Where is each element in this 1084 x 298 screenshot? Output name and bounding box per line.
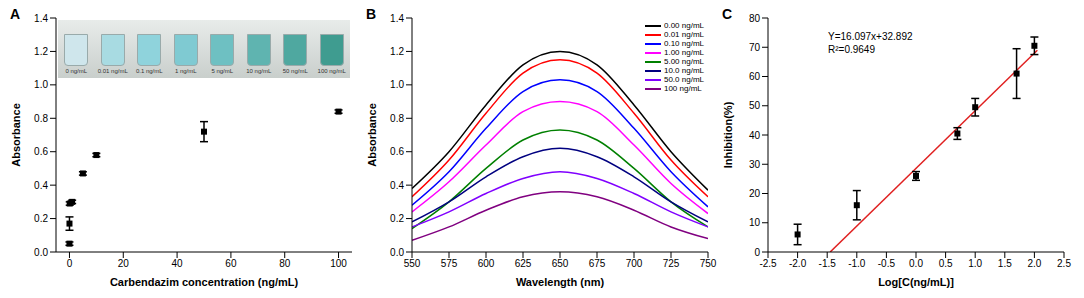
svg-text:750: 750 <box>700 258 717 269</box>
svg-text:-2.5: -2.5 <box>759 258 777 269</box>
svg-text:1.0: 1.0 <box>34 79 48 90</box>
svg-text:1.0: 1.0 <box>968 258 982 269</box>
svg-text:575: 575 <box>441 258 458 269</box>
svg-text:60: 60 <box>225 258 237 269</box>
svg-text:20: 20 <box>118 258 130 269</box>
svg-text:0.8: 0.8 <box>34 113 48 124</box>
svg-text:0: 0 <box>67 258 73 269</box>
html-text:0.01 ng/mL: 0.01 ng/mL <box>664 30 704 39</box>
html-text:R²=0.9649: R²=0.9649 <box>828 44 875 55</box>
html-text:0.01 ng/mL: 0.01 ng/mL <box>97 68 128 74</box>
svg-text:650: 650 <box>552 258 569 269</box>
html-text:0.1 ng/mL: 0.1 ng/mL <box>135 68 163 74</box>
svg-text:0.0: 0.0 <box>34 247 48 258</box>
svg-text:0.4: 0.4 <box>34 180 48 191</box>
svg-text:0.0: 0.0 <box>390 247 404 258</box>
html-text:100 ng/mL: 100 ng/mL <box>317 68 346 74</box>
svg-text:1.5: 1.5 <box>998 258 1012 269</box>
svg-text:0.6: 0.6 <box>390 146 404 157</box>
svg-text:100: 100 <box>330 258 347 269</box>
svg-text:80: 80 <box>279 258 291 269</box>
html-text:1.00 ng/mL: 1.00 ng/mL <box>664 48 704 57</box>
svg-text:725: 725 <box>663 258 680 269</box>
svg-text:0: 0 <box>754 247 760 258</box>
html-text:0.00 ng/mL: 0.00 ng/mL <box>664 21 704 30</box>
html-text:50.0 ng/mL: 50.0 ng/mL <box>664 75 704 84</box>
svg-text:50: 50 <box>749 100 761 111</box>
svg-text:Absorbance: Absorbance <box>366 103 378 167</box>
svg-text:700: 700 <box>626 258 643 269</box>
svg-text:600: 600 <box>478 258 495 269</box>
svg-text:40: 40 <box>172 258 184 269</box>
svg-text:0.2: 0.2 <box>390 213 404 224</box>
svg-text:675: 675 <box>589 258 606 269</box>
svg-text:1.4: 1.4 <box>390 13 404 24</box>
svg-text:1.4: 1.4 <box>34 13 48 24</box>
svg-text:2.5: 2.5 <box>1057 258 1071 269</box>
svg-text:Absorbance: Absorbance <box>10 103 22 167</box>
svg-text:Inhibition(%): Inhibition(%) <box>722 101 734 168</box>
svg-text:-1.5: -1.5 <box>819 258 837 269</box>
svg-text:40: 40 <box>749 130 761 141</box>
svg-text:1.2: 1.2 <box>390 46 404 57</box>
svg-text:10: 10 <box>749 217 761 228</box>
html-text:0.10 ng/mL: 0.10 ng/mL <box>664 39 704 48</box>
svg-text:1.2: 1.2 <box>34 46 48 57</box>
svg-text:1.0: 1.0 <box>390 79 404 90</box>
svg-text:2.0: 2.0 <box>1027 258 1041 269</box>
svg-text:0.2: 0.2 <box>34 213 48 224</box>
html-text:Y=16.097x+32.892: Y=16.097x+32.892 <box>828 31 913 42</box>
svg-text:0.0: 0.0 <box>909 258 923 269</box>
html-text:5 ng/mL: 5 ng/mL <box>211 68 234 74</box>
svg-text:0.6: 0.6 <box>34 146 48 157</box>
svg-text:0.5: 0.5 <box>939 258 953 269</box>
svg-text:0.8: 0.8 <box>390 113 404 124</box>
svg-text:70: 70 <box>749 42 761 53</box>
html-text:1 ng/mL: 1 ng/mL <box>174 68 197 74</box>
svg-text:550: 550 <box>404 258 421 269</box>
svg-text:30: 30 <box>749 159 761 170</box>
html-text:50 ng/mL: 50 ng/mL <box>282 68 308 74</box>
svg-text:20: 20 <box>749 188 761 199</box>
svg-text:60: 60 <box>749 71 761 82</box>
html-text:100 ng/mL: 100 ng/mL <box>664 84 702 93</box>
svg-text:Carbendazim concentration (ng/: Carbendazim concentration (ng/mL) <box>110 276 299 288</box>
svg-text:625: 625 <box>515 258 532 269</box>
svg-text:Wavelength (nm): Wavelength (nm) <box>516 276 605 288</box>
html-text:C: C <box>722 6 733 22</box>
svg-text:0.4: 0.4 <box>390 180 404 191</box>
html-text:B: B <box>366 6 377 22</box>
svg-text:Log[C(ng/mL)]: Log[C(ng/mL)] <box>878 276 954 288</box>
html-text:10.0 ng/mL: 10.0 ng/mL <box>664 66 704 75</box>
svg-text:-2.0: -2.0 <box>789 258 807 269</box>
html-text:0 ng/mL: 0 ng/mL <box>65 68 88 74</box>
svg-text:-1.0: -1.0 <box>848 258 866 269</box>
svg-text:80: 80 <box>749 13 761 24</box>
html-text:5.00 ng/mL: 5.00 ng/mL <box>664 57 704 66</box>
svg-text:-0.5: -0.5 <box>878 258 896 269</box>
html-text:10 ng/mL: 10 ng/mL <box>246 68 272 74</box>
html-text:A: A <box>10 6 21 22</box>
